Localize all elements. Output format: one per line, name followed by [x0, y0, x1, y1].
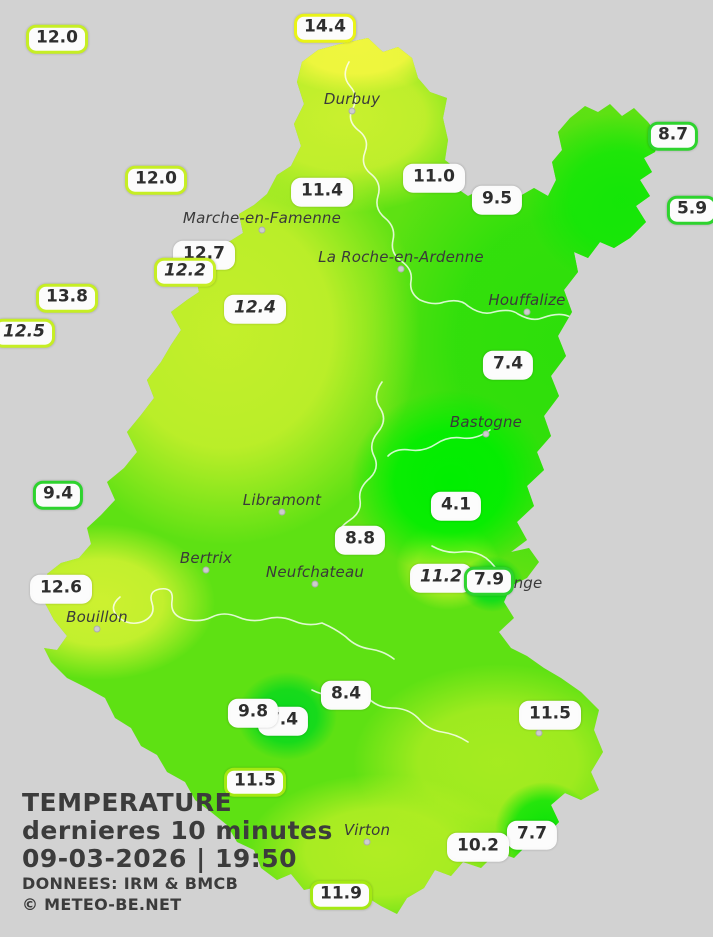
city-dot — [348, 107, 356, 115]
title-block: TEMPERATURE dernieres 10 minutes 09-03-2… — [22, 789, 333, 915]
river-sure — [431, 545, 501, 577]
map-title: TEMPERATURE — [22, 788, 233, 817]
station-temperature-label: 8.8 — [334, 525, 386, 555]
station-temperature-label: 12.5 — [0, 318, 55, 348]
station-temperature-label: 9.5 — [471, 185, 523, 215]
city-dot — [482, 430, 490, 438]
station-temperature-label: 11.2 — [410, 563, 472, 593]
river-semois — [112, 587, 395, 660]
station-temperature-label: 14.4 — [294, 13, 356, 43]
city-label: Bertrix — [179, 549, 233, 567]
city-dot — [363, 838, 371, 846]
river-ourthe — [344, 61, 651, 321]
city-dot — [535, 729, 543, 737]
map-subtitle: dernieres 10 minutes — [22, 816, 333, 845]
station-temperature-label: 12.0 — [26, 24, 88, 54]
city-label: Durbuy — [323, 90, 381, 108]
station-temperature-label: 12.2 — [154, 257, 216, 287]
city-label: Neufchateau — [265, 563, 365, 581]
city-dot — [93, 625, 101, 633]
city-label: Libramont — [242, 491, 322, 509]
city-label: Bastogne — [449, 413, 523, 431]
map-datetime: 09-03-2026 | 19:50 — [22, 844, 298, 873]
city-label: La Roche-en-Ardenne — [318, 248, 484, 266]
city-dot — [311, 580, 319, 588]
station-temperature-label: 12.0 — [125, 165, 187, 195]
station-temperature-label: 7.4 — [482, 350, 534, 380]
station-temperature-label: 9.4 — [32, 480, 84, 510]
station-temperature-label: 8.4 — [320, 680, 372, 710]
city-dot — [278, 508, 286, 516]
station-temperature-label: 13.8 — [36, 283, 98, 313]
station-temperature-label: 5.9 — [666, 195, 713, 225]
city-dot — [202, 566, 210, 574]
station-temperature-label: 11.5 — [519, 700, 581, 730]
station-temperature-label: 11.4 — [291, 177, 353, 207]
city-label: nge — [513, 574, 543, 592]
map-copyright: © METEO-BE.NET — [22, 895, 182, 914]
city-dot — [397, 265, 405, 273]
station-temperature-label: 7.9 — [463, 566, 515, 596]
city-label: Virton — [343, 821, 391, 839]
station-temperature-label: 10.2 — [447, 832, 509, 862]
station-temperature-label: 11.5 — [224, 767, 286, 797]
station-temperature-label: 7.7 — [506, 820, 558, 850]
station-temperature-label: 12.4 — [224, 294, 286, 324]
city-label: Marche-en-Famenne — [182, 209, 342, 227]
station-temperature-label: 4.1 — [430, 491, 482, 521]
river-bastogne — [387, 429, 491, 457]
station-temperature-label: 11.0 — [403, 163, 465, 193]
city-label: Bouillon — [66, 608, 128, 626]
city-dot — [523, 308, 531, 316]
station-temperature-label: 8.7 — [647, 121, 699, 151]
city-dot — [258, 226, 266, 234]
map-source: DONNEES: IRM & BMCB — [22, 874, 239, 893]
city-label: Houffalize — [488, 291, 566, 309]
station-temperature-label: 9.8 — [227, 698, 279, 728]
station-temperature-label: 12.6 — [30, 574, 92, 604]
station-temperature-label: 11.9 — [310, 880, 372, 910]
river-central — [335, 381, 385, 539]
